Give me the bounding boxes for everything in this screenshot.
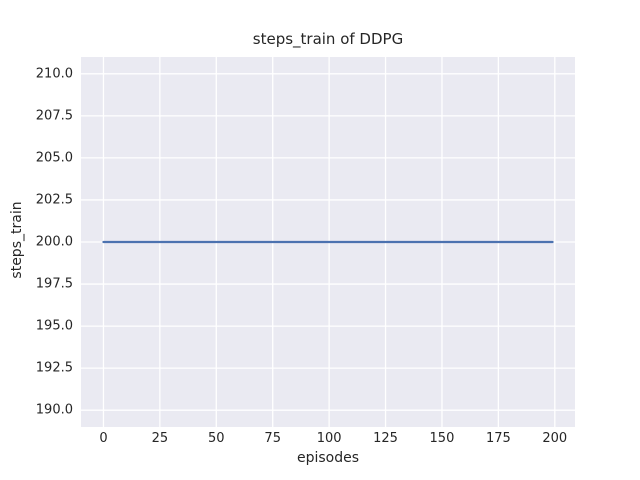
y-axis-label: steps_train xyxy=(9,201,25,279)
x-tick-label: 50 xyxy=(208,431,225,446)
y-tick-label: 195.0 xyxy=(35,318,73,334)
x-tick-label: 0 xyxy=(99,431,108,446)
plot-canvas xyxy=(81,57,575,427)
x-tick-label: 175 xyxy=(485,431,511,446)
x-axis-label: episodes xyxy=(296,450,360,466)
y-tick-label: 190.0 xyxy=(35,402,73,418)
x-tick-label: 150 xyxy=(429,431,455,446)
y-tick-label: 205.0 xyxy=(35,150,73,166)
plot-area xyxy=(81,57,575,427)
y-tick-label: 197.5 xyxy=(35,276,73,292)
x-tick-label: 200 xyxy=(542,431,568,446)
y-tick-label: 192.5 xyxy=(35,360,73,376)
x-tick-label: 100 xyxy=(316,431,342,446)
x-tick-label: 125 xyxy=(373,431,398,446)
y-tick-label: 207.5 xyxy=(35,108,73,124)
x-tick-label: 75 xyxy=(264,431,281,446)
x-tick-label: 25 xyxy=(151,431,169,446)
y-tick-label: 210.0 xyxy=(35,66,73,82)
chart-title: steps_train of DDPG xyxy=(252,30,404,48)
